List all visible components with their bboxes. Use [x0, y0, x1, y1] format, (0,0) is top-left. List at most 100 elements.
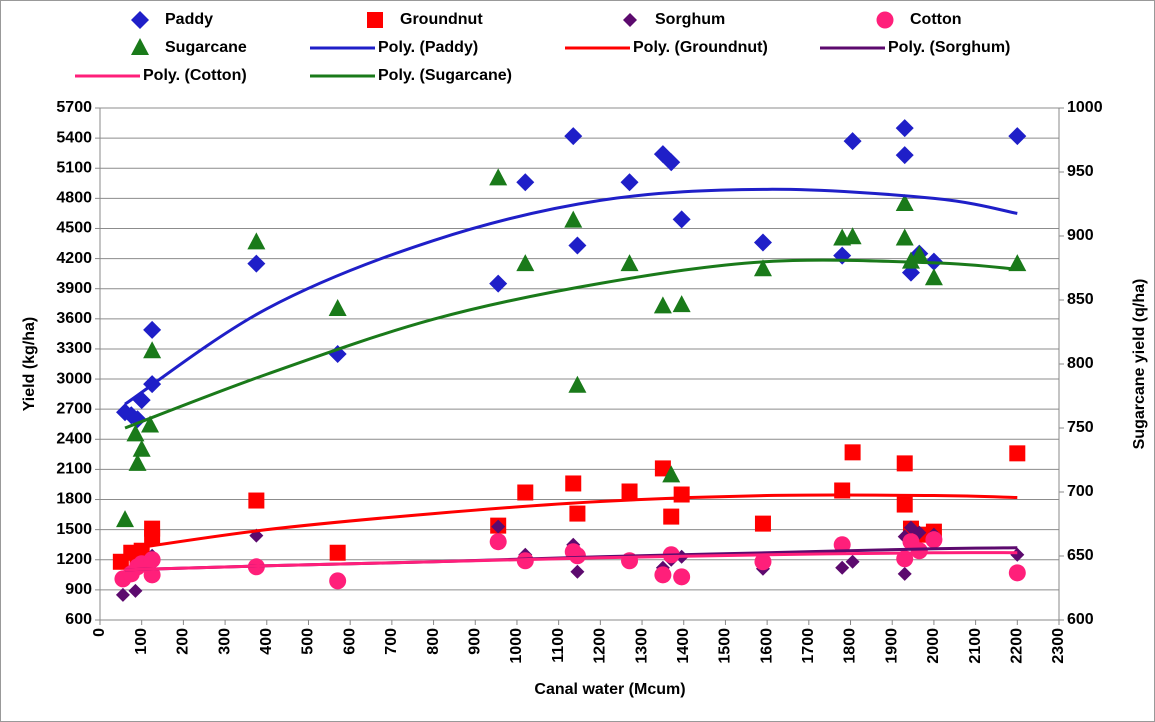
y-axis-title: Yield (kg/ha) — [21, 317, 38, 412]
data-point — [489, 168, 508, 186]
data-point — [895, 194, 914, 211]
legend-label: Poly. (Cotton) — [143, 67, 247, 84]
legend-label: Groundnut — [400, 11, 483, 28]
x-axis-title: Canal water (Mcum) — [534, 681, 685, 698]
x-tick-label: 1700 — [800, 628, 817, 664]
legend-label: Paddy — [165, 11, 213, 28]
y-tick-label: 5400 — [56, 129, 92, 146]
trend-line — [124, 187, 1018, 406]
data-point — [570, 564, 585, 579]
x-tick-label: 1100 — [550, 628, 567, 663]
data-point — [115, 587, 130, 602]
data-point — [516, 173, 535, 192]
data-point — [673, 486, 690, 503]
data-point — [328, 298, 347, 316]
legend-label: Sugarcane — [165, 39, 247, 56]
data-point — [620, 173, 639, 192]
legend-swatch — [131, 11, 149, 29]
data-point — [844, 444, 861, 461]
x-tick-label: 1600 — [758, 628, 775, 664]
y-tick-label: 4200 — [56, 250, 92, 267]
y2-tick-label: 950 — [1067, 163, 1094, 180]
data-point — [901, 251, 920, 269]
y-tick-label: 3900 — [56, 280, 92, 297]
data-point — [753, 259, 772, 277]
data-point — [489, 533, 507, 551]
data-point — [663, 508, 680, 525]
y2-axis-title: Sugarcane yield (q/ha) — [1131, 279, 1148, 450]
trend-line — [124, 493, 1018, 552]
data-point — [143, 320, 162, 339]
data-point — [895, 228, 914, 246]
y2-tick-label: 850 — [1067, 291, 1094, 308]
data-point — [143, 341, 162, 359]
y-tick-label: 1800 — [56, 491, 92, 508]
data-point — [925, 531, 943, 549]
y-tick-label: 2400 — [56, 431, 92, 448]
data-point — [141, 415, 160, 433]
legend-label: Poly. (Paddy) — [378, 39, 478, 56]
legend-swatch — [131, 38, 149, 55]
x-tick-label: 1900 — [883, 628, 900, 664]
data-point — [910, 542, 928, 560]
data-point — [924, 268, 943, 286]
trend-line — [124, 551, 1018, 572]
data-point — [568, 375, 587, 393]
data-point — [672, 210, 691, 229]
y2-tick-label: 1000 — [1067, 99, 1103, 116]
legend-swatch — [623, 13, 637, 27]
x-tick-label: 500 — [300, 628, 317, 655]
data-point — [843, 227, 862, 245]
y2-tick-label: 600 — [1067, 611, 1094, 628]
data-point — [620, 254, 639, 272]
data-point — [329, 544, 346, 561]
data-point — [896, 455, 913, 472]
x-tick-label: 1000 — [508, 628, 525, 664]
data-point — [843, 132, 862, 151]
data-point — [753, 233, 772, 252]
data-point — [116, 510, 135, 528]
x-tick-label: 1800 — [842, 628, 859, 664]
data-point — [564, 127, 583, 146]
data-point — [1008, 254, 1027, 272]
y-tick-label: 3600 — [56, 310, 92, 327]
x-tick-label: 900 — [466, 628, 483, 655]
data-point — [247, 254, 266, 273]
x-tick-label: 300 — [216, 628, 233, 655]
x-tick-label: 2300 — [1050, 628, 1067, 664]
data-point — [654, 566, 672, 584]
x-tick-label: 700 — [383, 628, 400, 655]
data-point — [621, 483, 638, 500]
data-point — [569, 505, 586, 522]
y-tick-label: 4800 — [56, 190, 92, 207]
x-tick-label: 2100 — [967, 628, 984, 664]
x-tick-label: 2000 — [925, 628, 942, 664]
y2-tick-label: 800 — [1067, 355, 1094, 372]
y-tick-label: 5100 — [56, 159, 92, 176]
data-point — [833, 536, 851, 554]
y-tick-label: 900 — [65, 581, 92, 598]
data-point — [1008, 564, 1026, 582]
data-point — [144, 520, 161, 537]
y-tick-label: 2700 — [56, 400, 92, 417]
data-point — [249, 528, 264, 543]
data-point — [895, 146, 914, 165]
data-point — [517, 484, 534, 501]
data-point — [1009, 445, 1026, 462]
y2-tick-label: 750 — [1067, 419, 1094, 436]
x-tick-label: 2200 — [1009, 628, 1026, 664]
data-point — [835, 560, 850, 575]
y-tick-label: 4500 — [56, 220, 92, 237]
legend-swatch — [876, 11, 894, 29]
data-point — [564, 210, 583, 228]
data-point — [662, 153, 681, 172]
data-point — [653, 296, 672, 314]
x-tick-label: 100 — [133, 628, 150, 655]
data-point — [128, 583, 143, 598]
data-point — [895, 119, 914, 138]
x-tick-label: 400 — [258, 628, 275, 655]
y-tick-label: 2100 — [56, 461, 92, 478]
data-point — [143, 551, 161, 569]
y-tick-label: 1500 — [56, 521, 92, 538]
